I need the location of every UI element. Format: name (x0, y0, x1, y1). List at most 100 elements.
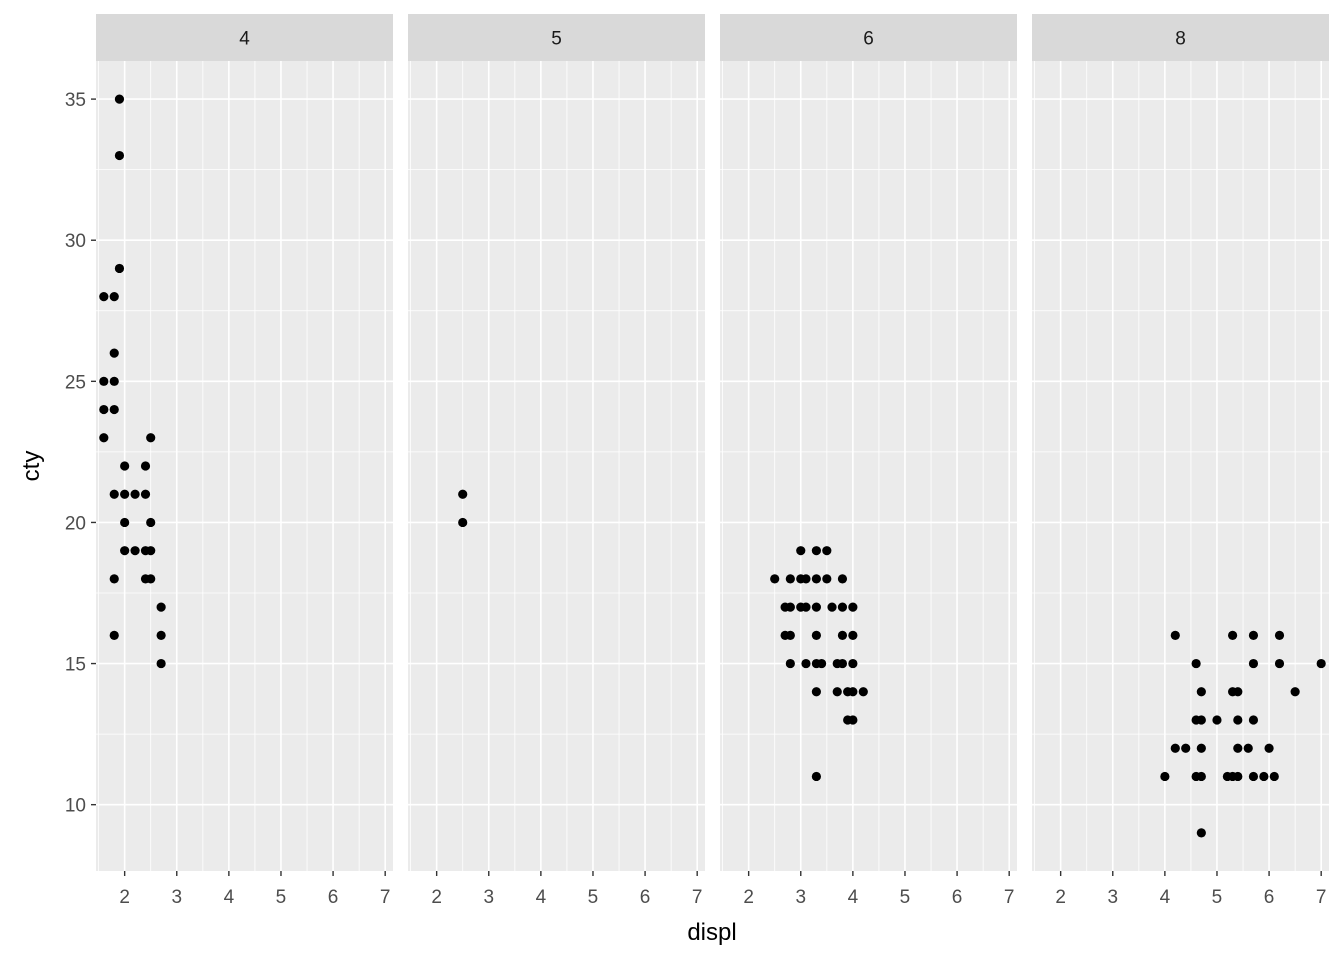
facet-strip-label: 8 (1175, 29, 1186, 50)
data-point (1269, 771, 1279, 782)
facet-strip-label: 5 (551, 29, 562, 50)
x-tick-label: 3 (483, 887, 494, 908)
data-point (1259, 771, 1269, 782)
data-point (858, 687, 868, 697)
x-tick-label: 7 (1004, 887, 1015, 908)
x-tick-label: 2 (431, 887, 442, 908)
x-tick-label: 5 (588, 887, 599, 908)
data-point (811, 771, 821, 782)
data-point (785, 574, 795, 584)
x-tick-label: 6 (952, 887, 963, 908)
data-point (1196, 715, 1206, 725)
x-tick-label: 4 (1160, 887, 1171, 908)
data-point (99, 376, 109, 386)
data-point (1248, 715, 1259, 725)
data-point (837, 630, 848, 640)
facet-strip (408, 14, 705, 61)
data-point (1233, 687, 1243, 697)
data-point (837, 602, 848, 612)
data-point (1196, 687, 1206, 697)
data-point (114, 150, 125, 161)
data-point (1248, 658, 1259, 669)
data-point (801, 658, 811, 669)
x-tick-label: 5 (276, 887, 287, 908)
data-point (1181, 743, 1191, 753)
facet-strip (96, 14, 393, 61)
data-point (1264, 743, 1274, 753)
data-point (1274, 630, 1285, 640)
data-point (109, 404, 119, 415)
x-tick-label: 2 (743, 887, 754, 908)
data-point (811, 630, 821, 640)
data-point (1248, 630, 1259, 640)
data-point (458, 517, 468, 528)
data-point (156, 658, 166, 669)
facet-panel-background (720, 61, 1017, 871)
data-point (770, 574, 780, 584)
data-point (1196, 771, 1206, 782)
data-point (848, 630, 858, 640)
y-tick-label: 10 (65, 796, 86, 817)
data-point (140, 489, 151, 499)
data-point (114, 263, 125, 274)
data-point (99, 292, 109, 302)
data-point (1212, 715, 1222, 725)
x-axis-title: displ (687, 919, 736, 946)
data-point (1316, 658, 1326, 669)
data-point (109, 376, 119, 386)
data-point (827, 602, 837, 612)
data-point (458, 489, 468, 499)
data-point (156, 630, 166, 640)
data-point (1160, 771, 1170, 782)
data-point (848, 687, 858, 697)
data-point (811, 687, 821, 697)
data-point (146, 546, 156, 556)
data-point (1274, 658, 1285, 669)
data-point (156, 602, 166, 612)
x-tick-label: 4 (224, 887, 235, 908)
data-point (130, 546, 140, 556)
data-point (1228, 630, 1238, 640)
x-tick-label: 7 (380, 887, 391, 908)
data-point (109, 292, 119, 302)
data-point (817, 658, 827, 669)
data-point (796, 546, 806, 556)
facet-strip (1032, 14, 1329, 61)
data-point (140, 461, 151, 471)
x-tick-label: 4 (848, 887, 859, 908)
facet-panel-background (1032, 61, 1329, 871)
data-point (848, 715, 858, 725)
y-tick-label: 30 (65, 231, 86, 252)
facet-panel-background (408, 61, 705, 871)
data-point (848, 658, 858, 669)
data-point (848, 602, 858, 612)
data-point (146, 517, 156, 528)
x-tick-label: 5 (1212, 887, 1223, 908)
data-point (1248, 771, 1259, 782)
data-point (811, 574, 821, 584)
y-axis-title: cty (18, 451, 45, 482)
data-point (1191, 658, 1201, 669)
data-point (146, 574, 156, 584)
data-point (109, 574, 119, 584)
data-point (120, 461, 130, 471)
facet-strip-label: 6 (863, 29, 874, 50)
facet-panel-background (96, 61, 393, 871)
y-tick-label: 20 (65, 513, 86, 534)
x-tick-label: 5 (900, 887, 911, 908)
data-point (785, 658, 795, 669)
x-tick-label: 6 (1264, 887, 1275, 908)
x-tick-label: 7 (692, 887, 703, 908)
data-point (811, 546, 821, 556)
data-point (822, 574, 832, 584)
facet-strip (720, 14, 1017, 61)
data-point (785, 602, 795, 612)
data-point (1233, 743, 1243, 753)
data-point (130, 489, 140, 499)
data-point (1170, 743, 1180, 753)
data-point (1290, 687, 1300, 697)
data-point (1243, 743, 1253, 753)
x-tick-label: 3 (1107, 887, 1118, 908)
